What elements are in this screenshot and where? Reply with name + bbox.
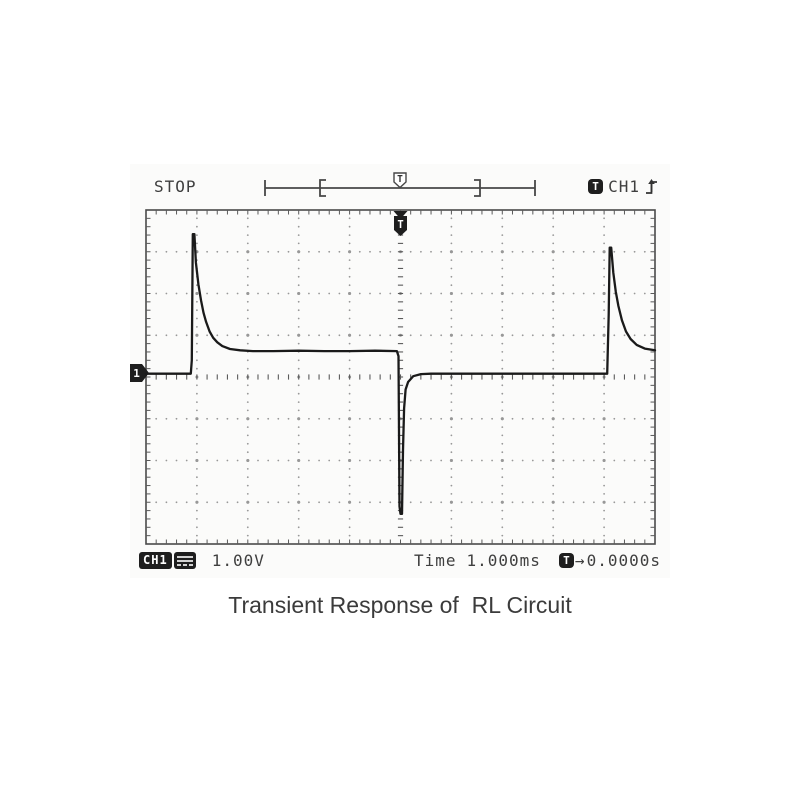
horizontal-position-bar: T bbox=[264, 172, 536, 197]
trigger-source-label: CH1 bbox=[608, 177, 640, 196]
trigger-icon: T bbox=[588, 179, 604, 194]
trigger-time-value: 0.0000s bbox=[586, 550, 661, 570]
trigger-arrow: → bbox=[574, 550, 586, 570]
scope-status-bar: CH1 1.00V Time 1.000ms T → 0.0000s bbox=[130, 548, 670, 572]
window-right-bracket bbox=[474, 179, 481, 197]
time-per-div-readout: 1.000ms bbox=[466, 550, 541, 570]
acquisition-status: STOP bbox=[154, 177, 197, 196]
volts-per-div-readout: 1.00V bbox=[211, 550, 265, 570]
trigger-position-marker-bar: T bbox=[393, 172, 407, 189]
svg-text:1: 1 bbox=[133, 367, 140, 380]
trigger-readout: T CH1 bbox=[588, 177, 658, 196]
dc-coupling-icon bbox=[173, 551, 196, 569]
rising-edge-icon bbox=[646, 178, 657, 194]
figure-caption: Transient Response of RL Circuit bbox=[228, 592, 572, 618]
scope-graticule-and-trace: T1 bbox=[130, 209, 657, 545]
waveform-trace bbox=[144, 233, 657, 516]
window-left-bracket bbox=[319, 179, 326, 197]
trigger-position-readout: T → 0.0000s bbox=[558, 550, 661, 570]
channel-1-marker: 1 bbox=[130, 364, 149, 382]
trigger-icon-small: T bbox=[558, 552, 574, 568]
svg-text:T: T bbox=[397, 174, 403, 185]
trigger-position-marker-grid: T bbox=[393, 211, 408, 236]
timebase-label: Time bbox=[413, 550, 457, 570]
channel-1-badge: CH1 bbox=[139, 551, 172, 569]
svg-text:T: T bbox=[397, 219, 403, 231]
